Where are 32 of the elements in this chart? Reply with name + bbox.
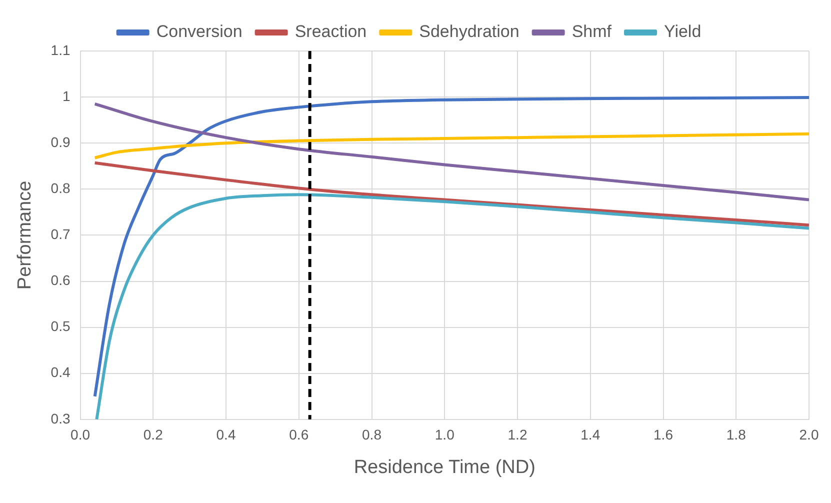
legend-label: Sdehydration — [419, 22, 520, 42]
line-series — [93, 132, 809, 160]
x-tick-label: 1.8 — [726, 426, 746, 443]
x-tick-label: 1.0 — [434, 426, 455, 443]
x-axis-title: Residence Time (ND) — [354, 456, 536, 478]
x-tick-label: 0.0 — [70, 426, 90, 443]
x-tick-label: 1.4 — [580, 426, 600, 443]
x-tick-label: 2.0 — [799, 426, 819, 443]
legend-label: Sreaction — [294, 22, 367, 42]
x-tick-label: 0.4 — [216, 426, 236, 443]
y-tick-label: 0.8 — [50, 180, 70, 196]
y-tick-label: 0.3 — [50, 410, 70, 426]
legend-label: Shmf — [572, 22, 612, 42]
y-axis-title: Performance — [14, 180, 36, 290]
x-tick-label: 0.8 — [362, 426, 382, 443]
line-series — [93, 161, 809, 227]
y-tick-label: 0.9 — [50, 134, 70, 150]
x-tick-label: 0.2 — [143, 426, 164, 443]
x-tick-label: 0.6 — [289, 426, 309, 443]
y-tick-label: 0.6 — [50, 272, 70, 288]
x-tick-label: 1.6 — [654, 426, 674, 443]
x-tick-label: 1.2 — [508, 426, 528, 443]
line-series — [93, 96, 809, 398]
y-tick-label: 1.1 — [50, 42, 70, 58]
y-tick-label: 0.5 — [50, 318, 70, 334]
y-tick-label: 1 — [62, 88, 70, 104]
legend-label: Yield — [664, 22, 702, 42]
y-tick-label: 0.4 — [50, 364, 70, 380]
line-series — [95, 193, 809, 420]
legend-label: Conversion — [156, 22, 242, 42]
line-series — [93, 102, 809, 202]
y-tick-label: 0.7 — [50, 226, 70, 242]
